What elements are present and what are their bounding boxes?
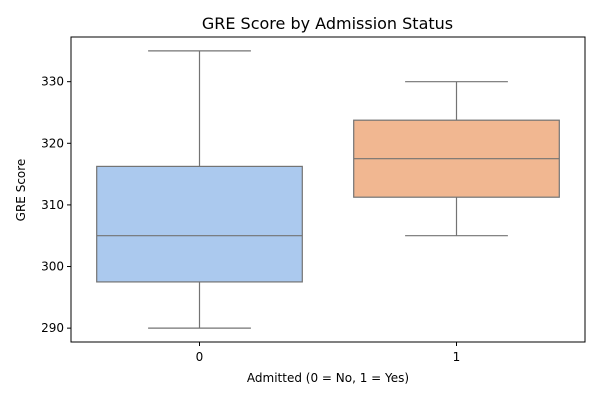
y-tick-label: 290 <box>41 321 64 335</box>
y-tick-label: 330 <box>41 75 64 89</box>
y-axis: 290 300 310 320 330 <box>41 75 71 335</box>
box-iqr <box>96 165 303 283</box>
plot-area <box>96 50 560 329</box>
y-axis-label: GRE Score <box>14 159 28 222</box>
x-tick-label: 1 <box>453 350 461 364</box>
box-group-1 <box>353 81 560 237</box>
y-tick-label: 310 <box>41 198 64 212</box>
plot-frame <box>70 36 586 343</box>
x-tick-label: 0 <box>196 350 204 364</box>
chart-title: GRE Score by Admission Status <box>202 14 453 33</box>
x-axis-label: Admitted (0 = No, 1 = Yes) <box>247 371 409 385</box>
y-tick-label: 320 <box>41 136 64 150</box>
y-tick-label: 300 <box>41 260 64 274</box>
box-group-0 <box>96 50 303 329</box>
